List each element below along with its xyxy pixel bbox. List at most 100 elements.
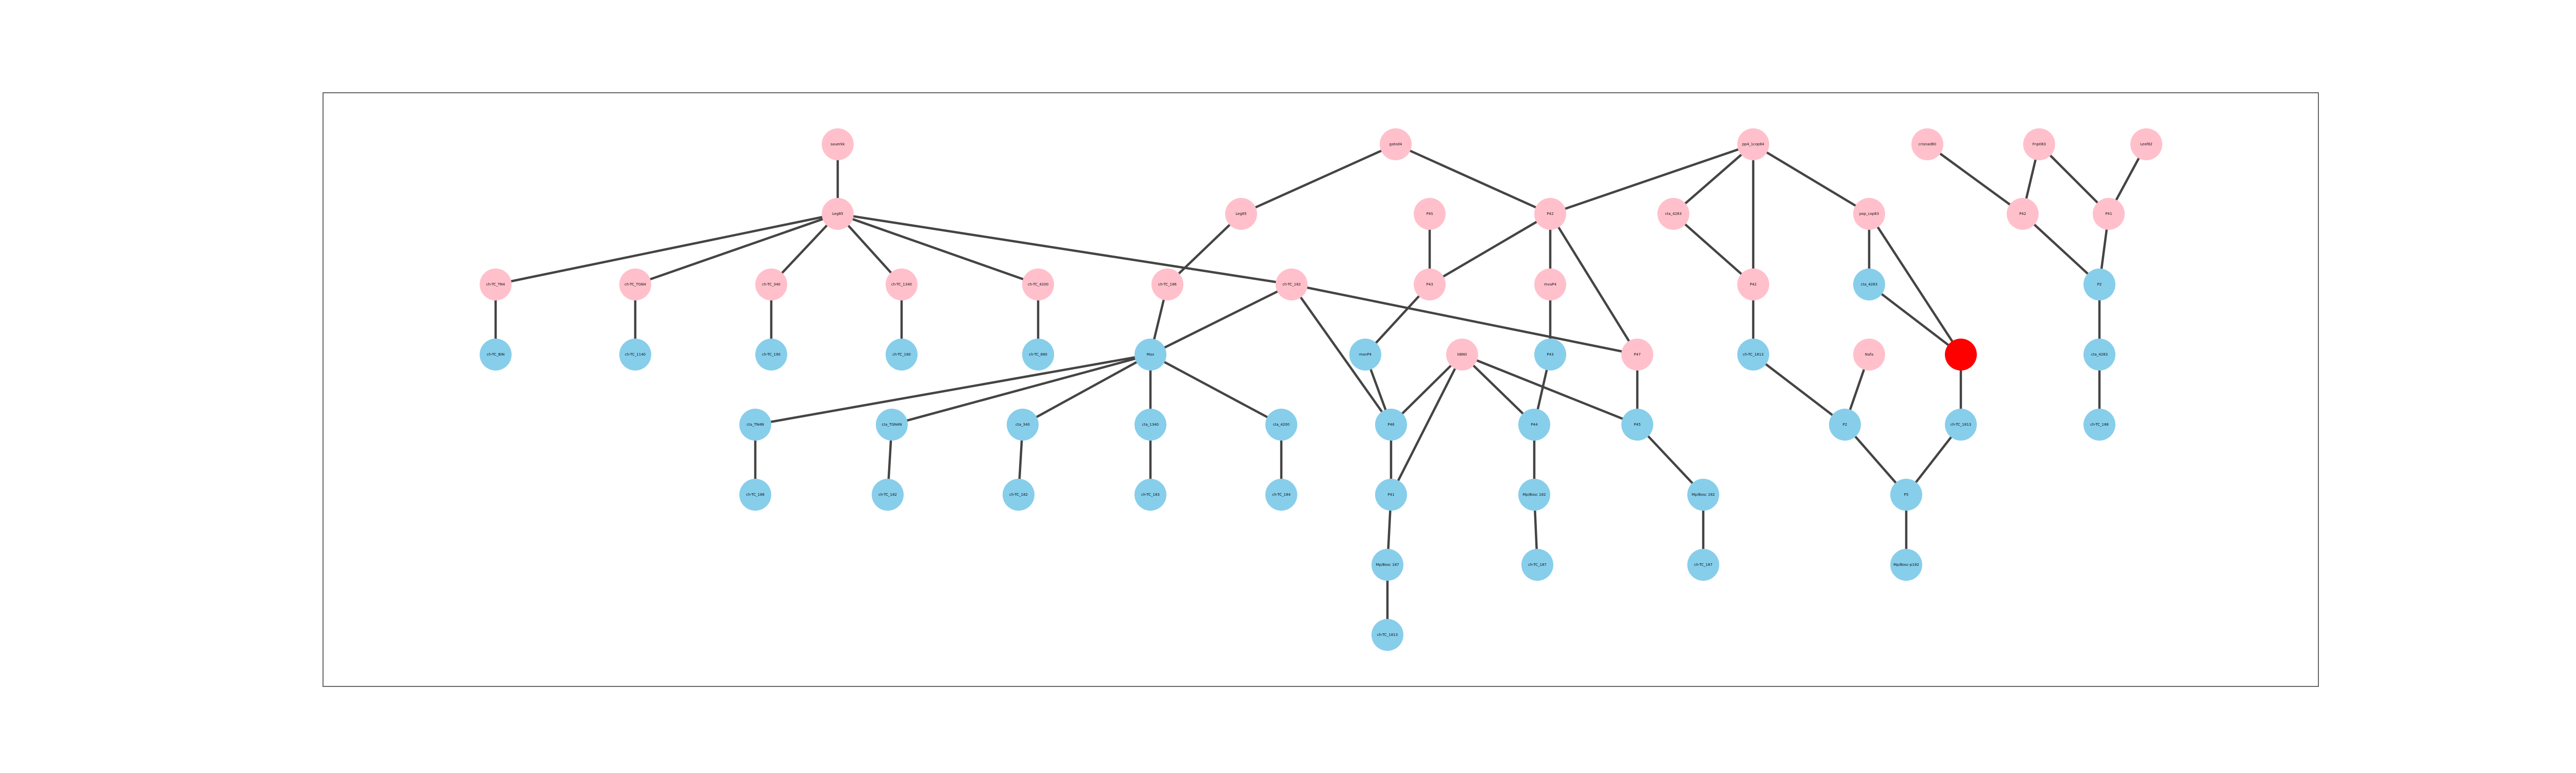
node-p7: ch-TC_182 <box>1276 268 1308 300</box>
node-r4: cta_1340 <box>1134 409 1166 441</box>
node-label: ch-TC_183 <box>1141 493 1160 497</box>
node-circle <box>1371 619 1403 651</box>
node-r2: cta_TGN4N <box>876 409 908 441</box>
node-bl7: Mp/Bosc 187 <box>1371 549 1403 581</box>
edge-g_r-pk4 <box>1549 213 1638 356</box>
node-circle <box>1134 339 1166 371</box>
node-label: P2 <box>2097 282 2102 287</box>
node-far5: P41 <box>2093 198 2125 230</box>
node-label: ch-TC_188 <box>746 493 765 497</box>
edge-n_hub-p5 <box>837 212 1039 286</box>
node-circle <box>1657 198 1689 230</box>
node-circle <box>2093 198 2125 230</box>
node-label: sauerkk <box>831 142 845 146</box>
node-label: pp4_1cop84 <box>1742 142 1765 146</box>
node-s5: ch-TC_184 <box>1265 479 1297 511</box>
node-circle <box>1853 198 1885 230</box>
node-red <box>1945 339 1977 371</box>
node-circle <box>1022 339 1054 371</box>
edge-m_center-r1 <box>755 353 1151 426</box>
node-label: ch-TC_187 <box>1694 563 1713 567</box>
node-rp1: Nafa <box>1853 339 1885 371</box>
node-circle <box>886 268 918 300</box>
node-b2: ch-TC_1140 <box>619 339 651 371</box>
node-p3: ch-TC_340 <box>755 268 787 300</box>
node-label: gatod4 <box>1389 142 1402 146</box>
node-pk2: P43 <box>1414 268 1446 300</box>
edge-rt1-rt2 <box>1672 213 1754 285</box>
node-circle <box>822 198 854 230</box>
node-circle <box>1687 479 1719 511</box>
node-circle <box>1265 409 1297 441</box>
node-circle <box>1945 409 1977 441</box>
edge-pink_mid-bl4 <box>1461 354 1535 426</box>
node-label: ch-TC_188 <box>2090 423 2109 427</box>
node-rb2: cta_4283 <box>1853 268 1885 300</box>
node-m_center: Max <box>1134 339 1166 371</box>
node-circle <box>1446 339 1478 371</box>
node-label: Max <box>1147 352 1154 357</box>
node-label: ch-TC_BIN <box>487 352 505 357</box>
node-circle <box>1225 198 1257 230</box>
nodes-layer: sauerkk Leg85 ch-TC_TN4 ch-TC_TGN4 ch-TC_340… <box>480 128 2162 651</box>
node-circle <box>1414 268 1446 300</box>
node-label: ch-TC_1813 <box>1951 423 1971 427</box>
edge-rt_top-rt1 <box>1672 143 1754 215</box>
node-circle <box>1737 128 1769 160</box>
node-bl4: P44 <box>1518 409 1550 441</box>
node-label: P42 <box>2019 212 2026 216</box>
node-bl10: ch-TC_1813 <box>1371 619 1403 651</box>
node-b4: ch-TC_180 <box>886 339 918 371</box>
node-label: ch-TC_1813 <box>1743 352 1764 357</box>
node-circle <box>1518 409 1550 441</box>
edge-bl5-bl9 <box>1636 424 1704 496</box>
node-bl9: Mp/Bosc 182 <box>1687 479 1719 511</box>
node-label: ch-TC_1140 <box>625 352 646 357</box>
node-circle <box>755 339 787 371</box>
node-circle <box>1371 549 1403 581</box>
node-circle <box>1621 409 1653 441</box>
node-circle <box>1003 479 1035 511</box>
edge-rt3-red <box>1868 213 1962 356</box>
node-label: P43 <box>1426 282 1433 287</box>
node-circle <box>2130 128 2162 160</box>
node-farb1: P2 <box>2083 268 2115 300</box>
node-far4: P42 <box>2007 198 2039 230</box>
node-circle <box>755 268 787 300</box>
node-circle <box>1518 479 1550 511</box>
node-label: ch-TC_4200 <box>1028 282 1048 287</box>
edge-n_hub-p2 <box>635 212 838 286</box>
node-label: ch-TC_1813 <box>1377 633 1398 637</box>
node-circle <box>1737 339 1769 371</box>
node-label: P2 <box>1843 423 1848 427</box>
edge-m_center-r5 <box>1149 354 1282 426</box>
edge-n_hub-p3 <box>770 213 839 285</box>
node-label: ch-TC_TGN4 <box>624 282 646 287</box>
node-circle <box>872 479 904 511</box>
node-circle <box>1853 339 1885 371</box>
node-label: Fnp083 <box>2032 142 2046 146</box>
node-label: cta_TGN4N <box>882 423 902 427</box>
node-circle <box>1151 268 1183 300</box>
node-circle <box>1890 549 1922 581</box>
edge-far4-farb1 <box>2022 213 2100 285</box>
node-label: P4S <box>1426 212 1433 216</box>
node-pk1: P4S <box>1414 198 1446 230</box>
node-label: ch-TC_182 <box>878 493 897 497</box>
node-rt3: pop_cop83 <box>1853 198 1885 230</box>
node-pk4: P47 <box>1621 339 1653 371</box>
edge-m_center-r3 <box>1022 354 1151 426</box>
edge-n_hub-p1 <box>495 212 838 286</box>
node-circle <box>1265 479 1297 511</box>
node-label: cta_340 <box>1015 423 1030 427</box>
edge-rt_top-g_r <box>1550 143 1754 215</box>
node-label: P43 <box>1547 352 1553 357</box>
node-label: ch-TC_180 <box>892 352 911 357</box>
node-rb5: P5 <box>1890 479 1922 511</box>
edge-m_center-r2 <box>891 353 1151 426</box>
edge-g_r-pk2 <box>1429 213 1551 285</box>
node-circle <box>1134 479 1166 511</box>
node-label: Mp/Bosc 182 <box>1522 493 1546 497</box>
node-label: ch-TC_190 <box>762 352 781 357</box>
node-p2: ch-TC_TGN4 <box>619 268 651 300</box>
